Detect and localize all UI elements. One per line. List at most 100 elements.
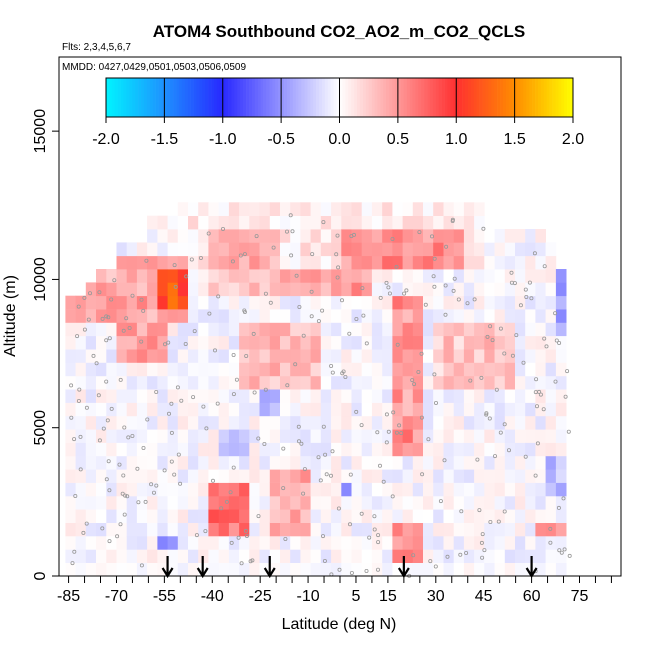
sample-point: [88, 291, 93, 296]
heatmap-cell: [75, 549, 87, 563]
heatmap-cell: [371, 215, 383, 230]
heatmap-cell: [504, 349, 516, 363]
heatmap-cell: [433, 309, 444, 323]
heatmap-cell: [494, 522, 506, 537]
heatmap-cell: [177, 389, 189, 403]
heatmap-cell: [106, 309, 117, 323]
sample-point: [375, 430, 380, 435]
heatmap-cell: [474, 562, 485, 577]
heatmap-cell: [177, 509, 189, 523]
sample-point: [432, 284, 437, 289]
heatmap-cell: [75, 375, 87, 390]
heatmap-cell: [392, 335, 403, 350]
sample-point: [70, 561, 75, 566]
heatmap-cell: [515, 282, 526, 297]
heatmap-cell: [504, 522, 516, 537]
heatmap-cell: [382, 455, 393, 470]
heatmap-cell: [249, 215, 260, 230]
heatmap-cell: [351, 282, 363, 297]
heatmap-cell: [484, 242, 495, 257]
heatmap-cell: [371, 442, 383, 457]
colorbar-segment: [289, 78, 294, 117]
sample-point: [76, 398, 81, 403]
heatmap-cell: [228, 362, 240, 377]
heatmap-cell: [525, 255, 536, 270]
sample-point: [411, 553, 416, 558]
heatmap-cell: [515, 375, 526, 390]
sample-point: [183, 341, 188, 346]
heatmap-cell: [443, 429, 455, 443]
colorbar-segment: [135, 78, 139, 117]
heatmap-cell: [331, 442, 342, 457]
sample-point: [420, 472, 425, 477]
colorbar-segment: [380, 78, 384, 117]
heatmap-cell: [177, 202, 189, 216]
heatmap-cell: [218, 509, 230, 523]
sample-point: [294, 273, 299, 278]
heatmap-cell: [96, 389, 107, 403]
heatmap-cell: [116, 482, 128, 497]
heatmap-cell: [494, 309, 506, 323]
heatmap-cell: [249, 549, 260, 563]
heatmap-cell: [259, 389, 271, 403]
colorbar-segment: [502, 78, 507, 117]
heatmap-cell: [402, 522, 414, 537]
heatmap-cell: [463, 415, 475, 430]
heatmap-cell: [85, 562, 97, 577]
colorbar-tick-label: 0.0: [328, 131, 350, 148]
heatmap-cell: [280, 562, 291, 577]
x-axis: -85 -70 -55 -40 -25 -10 5 15 30 45 60 75: [57, 576, 612, 605]
heatmap-cell: [545, 322, 557, 337]
colorbar-segment: [520, 78, 524, 117]
heatmap-cell: [198, 375, 209, 390]
heatmap-cell: [382, 375, 393, 390]
heatmap-cell: [320, 229, 332, 243]
sample-point: [542, 264, 547, 269]
sample-point: [136, 500, 141, 505]
heatmap-cell: [525, 509, 536, 523]
heatmap-cell: [167, 522, 179, 537]
heatmap-cell: [147, 482, 158, 497]
heatmap-cell: [474, 482, 485, 497]
heatmap-cell: [382, 229, 393, 243]
heatmap-cell: [320, 429, 332, 443]
heatmap-cell: [177, 269, 189, 283]
heatmap-cell: [463, 522, 475, 537]
heatmap-cell: [443, 309, 455, 323]
sample-point: [104, 314, 109, 319]
heatmap-cell: [555, 429, 567, 443]
heatmap-cell: [392, 242, 403, 257]
heatmap-cell: [453, 415, 465, 430]
heatmap-cell: [341, 402, 352, 417]
heatmap-cell: [331, 309, 342, 323]
heatmap-cell: [494, 429, 506, 443]
sample-point: [399, 431, 404, 436]
sample-point: [151, 490, 156, 495]
heatmap-cell: [545, 335, 557, 350]
heatmap-cell: [218, 269, 230, 283]
heatmap-cell: [280, 295, 291, 310]
colorbar-tick-label: -1.0: [209, 131, 237, 148]
heatmap-cell: [320, 349, 332, 363]
sample-point: [122, 512, 127, 517]
sample-point: [487, 416, 492, 421]
heatmap-cell: [239, 549, 250, 563]
colorbar-segment: [508, 78, 513, 117]
heatmap-cell: [515, 402, 526, 417]
heatmap-cell: [453, 455, 465, 470]
heatmap-cell: [341, 562, 352, 577]
heatmap-cell: [310, 335, 322, 350]
heatmap-cell: [555, 269, 567, 283]
heatmap-cell: [412, 322, 424, 337]
heatmap-cell: [167, 482, 179, 497]
heatmap-cell: [269, 322, 281, 337]
heatmap-cell: [300, 309, 311, 323]
heatmap-cell: [412, 215, 424, 230]
heatmap-cell: [198, 229, 209, 243]
heatmap-cell: [504, 269, 516, 283]
heatmap-cell: [188, 442, 199, 457]
heatmap-cell: [504, 255, 516, 270]
heatmap-cell: [555, 455, 567, 470]
heatmap-cell: [300, 362, 311, 377]
x-axis-label: Latitude (deg N): [282, 616, 397, 633]
